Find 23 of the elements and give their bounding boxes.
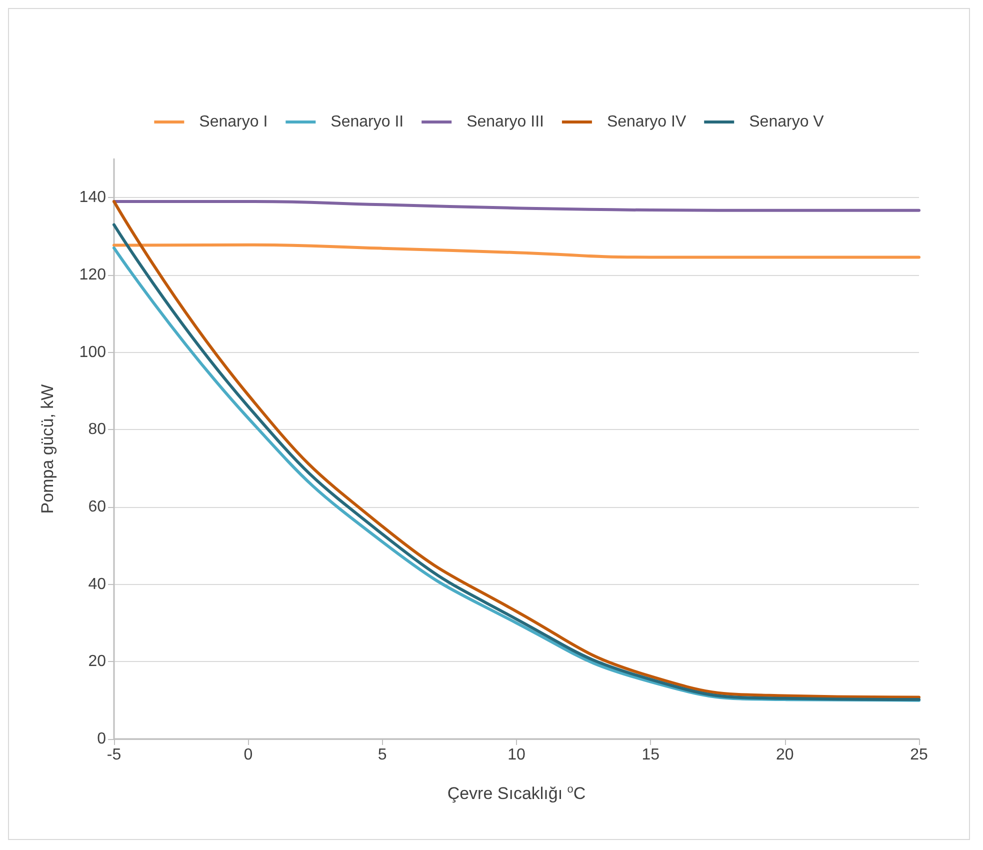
legend-label: Senaryo II — [330, 114, 404, 130]
legend-label: Senaryo IV — [606, 114, 686, 130]
legend-label: Senaryo I — [199, 114, 268, 130]
y-tick-label: 0 — [97, 730, 106, 748]
y-tick-label: 20 — [88, 653, 106, 670]
x-tick-label: 5 — [378, 746, 387, 764]
x-tick-label: 25 — [910, 746, 928, 764]
y-tick-label: 60 — [88, 498, 106, 516]
line-series — [112, 243, 920, 259]
y-axis-title: Pompa gücü, kW — [38, 384, 57, 514]
y-tick-label: 140 — [79, 189, 106, 206]
y-tick-label: 40 — [88, 576, 106, 593]
legend-label: Senaryo III — [466, 114, 544, 130]
x-tick-label: 15 — [642, 746, 660, 764]
x-tick-label: -5 — [106, 746, 122, 764]
x-tick-label: 20 — [776, 746, 794, 764]
line-series — [112, 200, 920, 212]
y-tick-label: 120 — [79, 266, 106, 284]
legend-label: Senaryo V — [749, 114, 824, 130]
x-tick-label: 10 — [508, 746, 526, 764]
y-tick-label: 80 — [88, 421, 106, 438]
x-tick-label: 0 — [244, 746, 253, 764]
y-tick-label: 100 — [79, 344, 106, 361]
